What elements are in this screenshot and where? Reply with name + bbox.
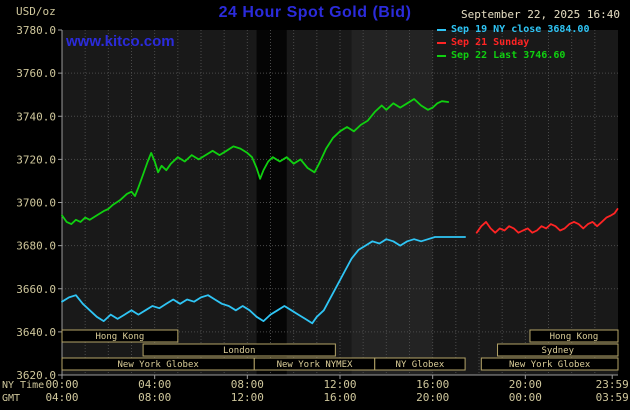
session-label: New York Globex xyxy=(509,360,591,370)
gmt-time-tick-label: 16:00 xyxy=(323,391,356,404)
legend-item-label: Sep 19 NY close 3684.00 xyxy=(451,24,590,35)
kitco-link[interactable]: www.kitco.com xyxy=(66,33,175,50)
y-axis-tick-label: 3620.0 xyxy=(16,369,56,382)
legend-line-swatch-icon xyxy=(437,41,446,44)
session-box xyxy=(480,357,619,371)
gmt-time-tick-label: 20:00 xyxy=(416,391,449,404)
legend-item: Sep 22 Last 3746.60 xyxy=(437,49,589,62)
session-label: Sydney xyxy=(542,346,575,356)
y-axis-tick-label: 3780.0 xyxy=(16,24,56,37)
y-axis-tick-label: 3640.0 xyxy=(16,326,56,339)
session-label: Hong Kong xyxy=(550,332,599,342)
ny-time-tick-label: 20:00 xyxy=(509,378,542,391)
series-line-sep21-sunday xyxy=(475,208,619,234)
units-label: USD/oz xyxy=(16,5,56,18)
session-box xyxy=(529,329,619,343)
gmt-axis-label: GMT xyxy=(2,393,20,404)
gmt-time-tick-label: 04:00 xyxy=(45,391,78,404)
gmt-time-tick-label: 03:59 xyxy=(596,391,629,404)
series-line-sep22-last xyxy=(61,98,450,226)
legend-item-label: Sep 22 Last 3746.60 xyxy=(451,50,566,61)
ny-time-tick-label: 12:00 xyxy=(323,378,356,391)
gmt-time-tick-label: 08:00 xyxy=(138,391,171,404)
ny-time-tick-label: 16:00 xyxy=(416,378,449,391)
session-label: Hong Kong xyxy=(96,332,145,342)
session-box xyxy=(497,343,619,357)
series-line-sep19-ny-close xyxy=(61,236,467,325)
session-box xyxy=(142,343,336,357)
y-axis-tick-label: 3700.0 xyxy=(16,197,56,210)
ny-time-tick-label: 00:00 xyxy=(45,378,78,391)
legend-item: Sep 19 NY close 3684.00 xyxy=(437,23,589,36)
session-label: NY Globex xyxy=(396,360,445,370)
y-axis-tick-label: 3720.0 xyxy=(16,153,56,166)
y-axis-tick-label: 3740.0 xyxy=(16,110,56,123)
session-box xyxy=(374,357,466,371)
y-axis-tick-label: 3660.0 xyxy=(16,283,56,296)
session-shade-band xyxy=(256,30,287,375)
legend-line-swatch-icon xyxy=(437,54,446,57)
legend-item: Sep 21 Sunday xyxy=(437,36,589,49)
legend: Sep 19 NY close 3684.00 Sep 21 Sunday Sep … xyxy=(437,23,589,62)
gmt-time-tick-label: 12:00 xyxy=(231,391,264,404)
y-axis-tick-label: 3680.0 xyxy=(16,240,56,253)
ny-time-tick-label: 08:00 xyxy=(231,378,264,391)
ny-time-tick-label: 23:59 xyxy=(596,378,629,391)
ny-time-tick-label: 04:00 xyxy=(138,378,171,391)
y-axis-tick-label: 3760.0 xyxy=(16,67,56,80)
session-label: London xyxy=(223,346,256,356)
ny-time-axis-label: NY Time xyxy=(2,380,44,391)
gmt-time-tick-label: 00:00 xyxy=(509,391,542,404)
chart-title: 24 Hour Spot Gold (Bid) xyxy=(218,4,412,21)
session-label: New York Globex xyxy=(118,360,200,370)
legend-item-label: Sep 21 Sunday xyxy=(451,37,530,48)
legend-line-swatch-icon xyxy=(437,28,446,31)
session-label: New York NYMEX xyxy=(277,360,353,370)
chart-datetime: September 22, 2025 16:40 xyxy=(461,8,620,21)
session-box xyxy=(61,329,179,343)
